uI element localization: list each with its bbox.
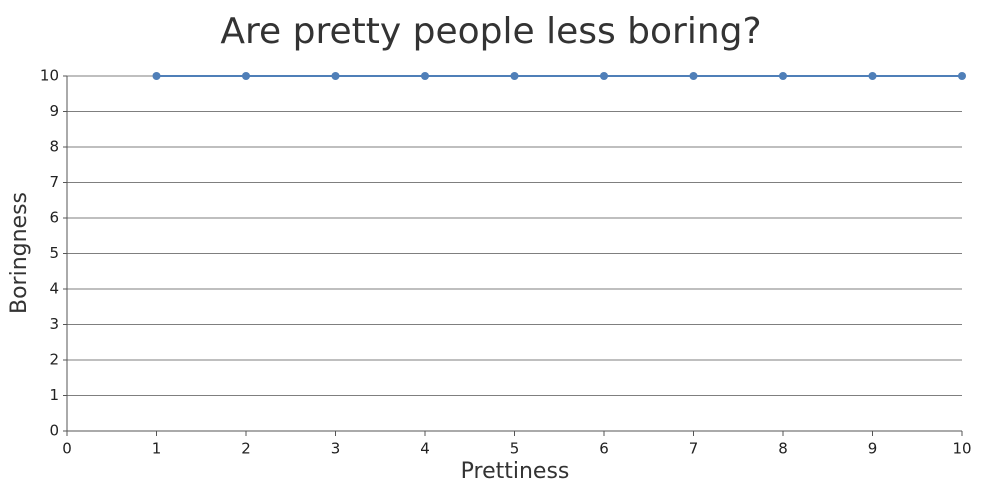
- chart-title: Are pretty people less boring?: [220, 11, 761, 52]
- x-tick-label: 6: [599, 440, 609, 458]
- x-tick-label: 8: [778, 440, 788, 458]
- y-tick-label: 0: [49, 422, 59, 440]
- data-point: [600, 72, 608, 80]
- data-point: [331, 72, 340, 80]
- y-tick-label: 5: [49, 244, 59, 262]
- x-tick-label: 4: [420, 440, 430, 458]
- data-point: [242, 72, 250, 80]
- y-tick-label: 9: [49, 102, 59, 120]
- data-point: [510, 72, 519, 80]
- x-tick-label: 0: [62, 440, 72, 458]
- x-tick-label: 9: [868, 440, 878, 458]
- y-tick-label: 1: [49, 386, 59, 404]
- x-tick-label: 3: [331, 440, 341, 458]
- y-tick-label: 4: [49, 280, 59, 298]
- x-tick-label: 5: [510, 440, 520, 458]
- data-point: [868, 72, 877, 80]
- x-tick-label: 10: [952, 440, 971, 458]
- y-tick-label: 10: [40, 67, 59, 85]
- data-point: [421, 72, 429, 80]
- data-point: [152, 72, 161, 80]
- data-point: [958, 72, 966, 80]
- y-axis-title: Boringness: [7, 192, 32, 314]
- x-axis-title: Prettiness: [461, 459, 570, 484]
- x-tick-label: 2: [241, 440, 251, 458]
- y-tick-label: 2: [49, 351, 59, 369]
- y-tick-label: 3: [49, 315, 59, 333]
- y-tick-label: 6: [49, 209, 59, 227]
- data-point: [779, 72, 787, 80]
- x-tick-label: 7: [689, 440, 699, 458]
- y-tick-label: 7: [49, 173, 59, 191]
- data-point: [689, 72, 698, 80]
- x-tick-label: 1: [152, 440, 162, 458]
- y-tick-label: 8: [49, 138, 59, 156]
